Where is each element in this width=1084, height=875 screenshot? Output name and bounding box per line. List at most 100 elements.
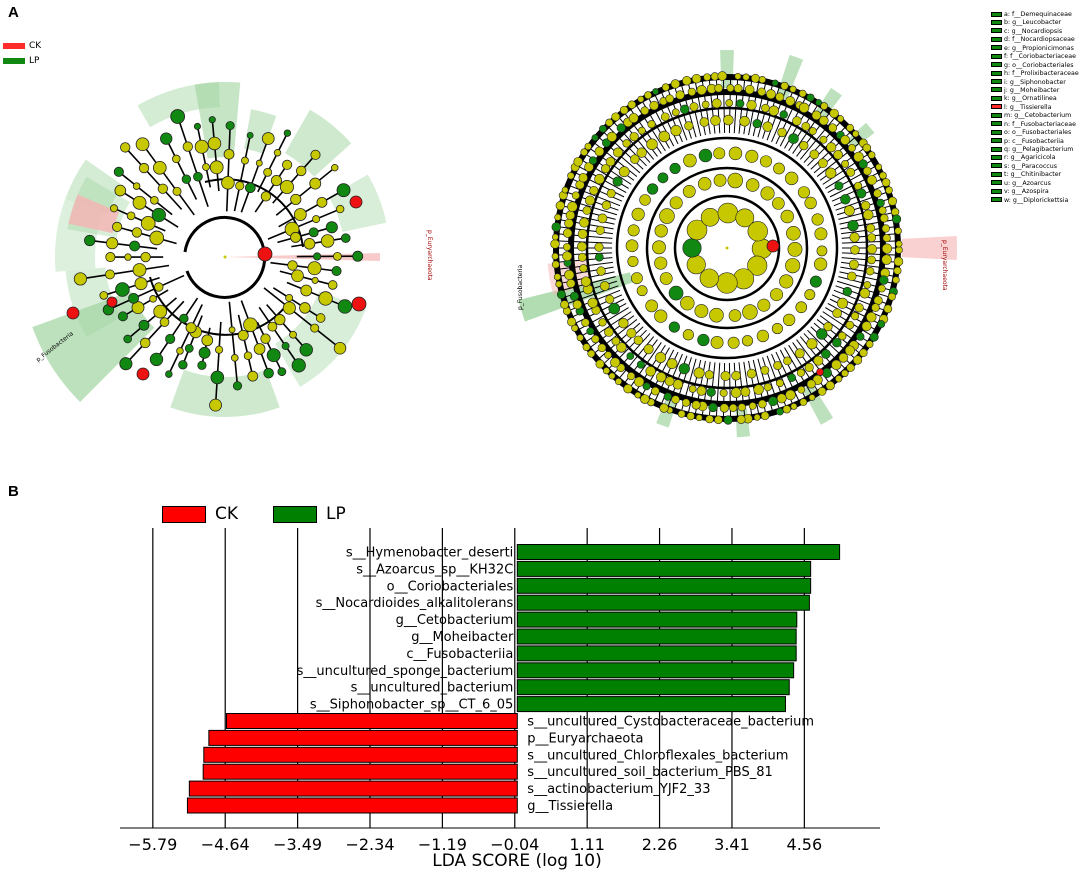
neutral-node bbox=[760, 186, 775, 201]
neutral-node bbox=[253, 343, 266, 355]
neutral-node bbox=[591, 334, 600, 344]
neutral-node bbox=[775, 379, 784, 388]
neutral-node bbox=[312, 215, 321, 224]
clade-branch bbox=[291, 237, 346, 248]
neutral-node bbox=[601, 164, 611, 174]
clade-branch bbox=[168, 304, 203, 375]
neutral-node bbox=[618, 318, 629, 329]
neutral-node bbox=[742, 73, 750, 81]
lp-node bbox=[197, 360, 207, 370]
lp-node bbox=[232, 381, 243, 391]
clade-branch bbox=[278, 189, 344, 228]
neutral-node bbox=[823, 322, 833, 332]
neutral-node bbox=[652, 240, 666, 255]
lp-node bbox=[809, 275, 822, 288]
neutral-node bbox=[567, 201, 578, 212]
neutral-node bbox=[207, 136, 222, 151]
neutral-node bbox=[849, 259, 859, 270]
taxa-legend-item: b: g__Leucobacter bbox=[991, 19, 1079, 27]
neutral-node bbox=[785, 389, 796, 401]
neutral-node bbox=[841, 160, 850, 168]
neutral-node bbox=[585, 195, 595, 206]
neutral-node bbox=[666, 358, 678, 369]
neutral-node bbox=[878, 206, 887, 215]
neutral-node bbox=[610, 357, 621, 368]
lp-node bbox=[876, 198, 885, 208]
neutral-node bbox=[636, 285, 648, 297]
lp-node bbox=[193, 122, 201, 130]
cladogram-legend-ck: CK bbox=[3, 41, 41, 51]
neutral-node bbox=[733, 84, 743, 93]
taxa-legend-label: c: g__Nocardiopsis bbox=[1004, 27, 1063, 35]
neutral-node bbox=[563, 243, 571, 252]
taxa-legend-item: h: f__Prolixibacteraceae bbox=[991, 70, 1079, 78]
taxa-legend-item: r: g__Agaricicola bbox=[991, 154, 1079, 162]
neutral-node bbox=[645, 366, 656, 377]
neutral-node bbox=[562, 251, 573, 262]
neutral-node bbox=[852, 130, 860, 138]
lda-bar bbox=[516, 628, 797, 645]
lp-node bbox=[151, 207, 166, 223]
neutral-node bbox=[795, 301, 808, 314]
lp-node bbox=[225, 121, 235, 131]
neutral-node bbox=[797, 385, 806, 394]
neutral-node bbox=[646, 138, 658, 151]
taxa-legend-item: g: o__Coriobacteriales bbox=[991, 62, 1079, 70]
neutral-node bbox=[868, 151, 876, 159]
lda-bar bbox=[516, 577, 812, 594]
neutral-node bbox=[176, 347, 184, 355]
neutral-node bbox=[697, 177, 712, 191]
lp-node bbox=[291, 358, 306, 373]
neutral-node bbox=[891, 207, 900, 217]
cladogram-legend-lp: LP bbox=[3, 56, 39, 66]
neutral-node bbox=[289, 330, 297, 339]
neutral-node bbox=[753, 413, 761, 421]
neutral-node bbox=[581, 318, 590, 327]
neutral-node bbox=[577, 241, 587, 252]
lp-node bbox=[706, 387, 716, 397]
neutral-node bbox=[655, 351, 667, 363]
clade-branch bbox=[240, 300, 270, 374]
taxa-legend-label: r: g__Agaricicola bbox=[1004, 154, 1056, 162]
neutral-node bbox=[310, 149, 321, 160]
clade-branch bbox=[116, 226, 177, 245]
neutral-node bbox=[881, 224, 890, 233]
taxa-legend-label: s: g__Paracoccus bbox=[1004, 162, 1058, 170]
neutral-node bbox=[799, 398, 808, 406]
neutral-node bbox=[852, 355, 863, 365]
lp-node bbox=[668, 321, 680, 333]
lp-node bbox=[636, 360, 645, 369]
lp-node bbox=[179, 313, 189, 324]
neutral-node bbox=[882, 233, 891, 243]
neutral-node bbox=[716, 272, 738, 294]
neutral-node bbox=[768, 105, 780, 117]
lda-bar-label: s__uncultured_sponge_bacterium bbox=[297, 664, 514, 679]
taxa-legend-swatch bbox=[991, 19, 1002, 25]
lp-node bbox=[840, 194, 851, 205]
neutral-node bbox=[786, 225, 801, 241]
neutral-node bbox=[833, 149, 843, 160]
neutral-node bbox=[606, 131, 618, 142]
taxa-legend-item: o: o__Fusobacteriales bbox=[991, 129, 1079, 137]
neutral-node bbox=[247, 370, 259, 382]
left-clade-label-euryarchaeota: p_Euryarchaeota bbox=[426, 230, 433, 281]
neutral-node bbox=[682, 184, 696, 198]
lp-node bbox=[616, 123, 626, 133]
taxa-legend-swatch bbox=[991, 146, 1002, 152]
neutral-node bbox=[290, 231, 302, 243]
clade-highlight bbox=[170, 369, 280, 418]
lp-node bbox=[178, 360, 188, 370]
neutral-node bbox=[817, 387, 827, 396]
neutral-node bbox=[598, 318, 607, 327]
neutral-node bbox=[863, 281, 872, 289]
lp-node bbox=[165, 370, 173, 378]
panel-a-letter: A bbox=[8, 4, 19, 21]
neutral-node bbox=[671, 395, 680, 404]
neutral-node bbox=[867, 244, 877, 255]
neutral-node bbox=[124, 253, 132, 261]
taxa-legend-swatch bbox=[991, 121, 1002, 127]
neutral-node bbox=[688, 385, 697, 393]
taxa-legend-swatch bbox=[991, 28, 1002, 34]
neutral-node bbox=[274, 314, 286, 326]
neutral-node bbox=[773, 361, 783, 371]
